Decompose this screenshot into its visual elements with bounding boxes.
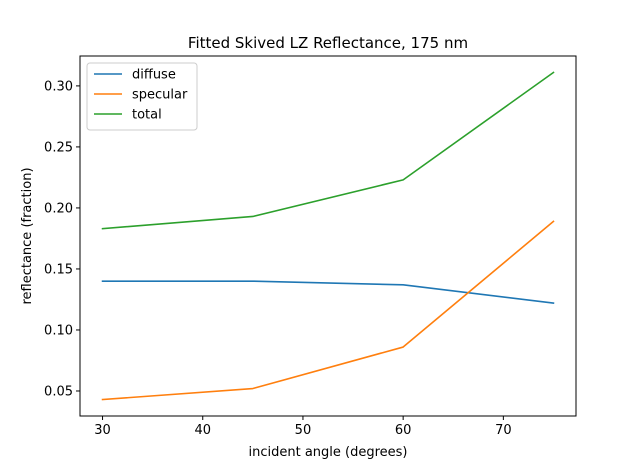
series-line-total: [101, 71, 555, 230]
y-tick-label: 0.15: [44, 262, 73, 277]
x-tick-label: 60: [395, 423, 412, 438]
y-tick-label: 0.30: [44, 79, 73, 94]
y-tick-label: 0.25: [44, 140, 73, 155]
legend-label-diffuse: diffuse: [132, 68, 176, 83]
y-tick-label: 0.20: [44, 201, 73, 216]
x-tick-label: 50: [295, 423, 312, 438]
y-axis-label: reflectance (fraction): [20, 167, 35, 304]
plot-area-frame: [79, 55, 577, 417]
legend-label-specular: specular: [132, 88, 188, 103]
series-line-diffuse: [101, 280, 555, 305]
y-tick-label: 0.10: [44, 323, 73, 338]
x-tick-label: 40: [194, 423, 211, 438]
series-line-specular: [101, 220, 555, 401]
chart-title: Fitted Skived LZ Reflectance, 175 nm: [188, 34, 468, 52]
x-axis: 30 40 50 60 70: [94, 416, 512, 438]
y-axis: 0.05 0.10 0.15 0.20 0.25 0.30: [44, 79, 80, 399]
x-tick-label: 70: [495, 423, 512, 438]
x-axis-label: incident angle (degrees): [248, 445, 407, 460]
series-lines: [101, 71, 555, 401]
x-tick-label: 30: [94, 423, 111, 438]
legend-label-total: total: [132, 108, 162, 123]
y-tick-label: 0.05: [44, 384, 73, 399]
legend: diffuse specular total: [86, 62, 198, 131]
legend-items: diffuse specular total: [94, 68, 188, 123]
